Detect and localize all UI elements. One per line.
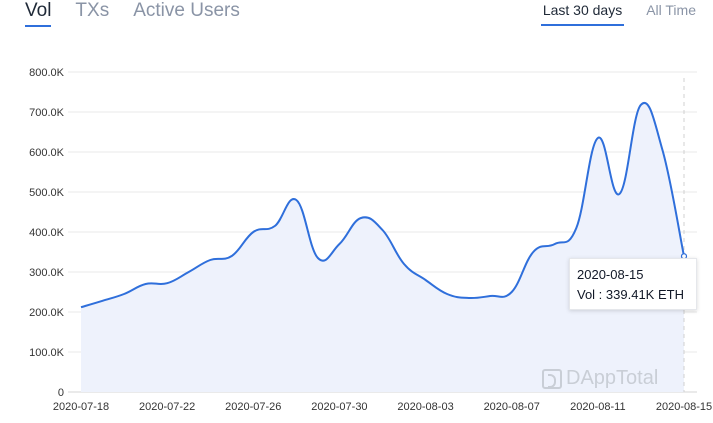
y-tick-label: 400.0K <box>29 227 65 239</box>
series-line-vol <box>80 102 685 309</box>
x-tick-label: 2020-08-15 <box>656 401 712 413</box>
y-tick-label: 700.0K <box>29 107 65 119</box>
tab-txs[interactable]: TXs <box>75 0 110 21</box>
y-tick-label: 200.0K <box>29 307 65 319</box>
x-tick-label: 2020-08-07 <box>484 401 540 413</box>
x-tick-label: 2020-07-22 <box>139 401 195 413</box>
tooltip-date: 2020-08-15 <box>577 267 644 282</box>
y-tick-label: 600.0K <box>29 147 65 159</box>
x-tick-label: 2020-07-30 <box>311 401 367 413</box>
series-area <box>81 102 684 393</box>
range-selector: Last 30 days All Time <box>540 0 696 26</box>
range-last-30-days[interactable]: Last 30 days <box>540 2 625 26</box>
y-tick-label: 800.0K <box>29 67 65 79</box>
watermark-text: DAppTotal <box>566 367 659 389</box>
metric-tabs: Vol TXs Active Users <box>25 0 240 30</box>
y-tick-label: 100.0K <box>29 347 65 359</box>
x-tick-label: 2020-08-03 <box>397 401 453 413</box>
x-tick-label: 2020-07-26 <box>225 401 281 413</box>
y-tick-label: 500.0K <box>29 187 65 199</box>
watermark: DAppTotal <box>542 367 658 390</box>
range-all-time[interactable]: All Time <box>646 2 696 18</box>
x-tick-label: 2020-07-18 <box>53 401 109 413</box>
chart-tooltip: 2020-08-15 Vol : 339.41K ETH <box>569 258 697 310</box>
tooltip-value: Vol : 339.41K ETH <box>577 287 684 302</box>
y-tick-label: 300.0K <box>29 267 65 279</box>
y-tick-label: 0 <box>58 387 64 399</box>
x-tick-label: 2020-08-11 <box>570 401 625 413</box>
dapptotal-logo-icon <box>542 368 562 389</box>
tab-vol[interactable]: Vol <box>25 0 52 30</box>
tab-active-users[interactable]: Active Users <box>133 0 240 21</box>
